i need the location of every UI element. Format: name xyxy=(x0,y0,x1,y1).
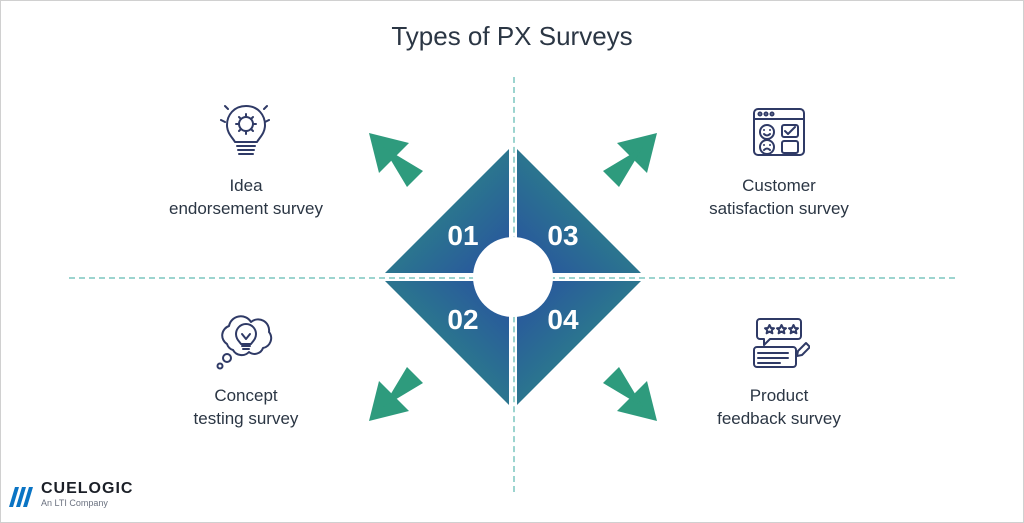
arrow-top-left-icon xyxy=(369,133,423,187)
brand-mark-icon xyxy=(9,483,33,507)
brand-name: CUELOGIC xyxy=(41,481,133,497)
label-line2: satisfaction survey xyxy=(709,199,849,218)
label-line2: endorsement survey xyxy=(169,199,323,218)
feedback-form-icon xyxy=(748,315,810,371)
label-line1: Product xyxy=(750,386,809,405)
brand: CUELOGIC An LTI Company xyxy=(9,481,133,508)
number-01: 01 xyxy=(447,220,478,251)
label-line1: Idea xyxy=(229,176,262,195)
arrow-top-right-icon xyxy=(603,133,657,187)
label-line2: testing survey xyxy=(194,409,299,428)
brand-sub: An LTI Company xyxy=(41,499,133,508)
number-02: 02 xyxy=(447,304,478,335)
label-line2: feedback survey xyxy=(717,409,841,428)
label-line1: Customer xyxy=(742,176,816,195)
gear-bulb-icon xyxy=(219,102,273,164)
frame: Types of PX Surveys Idea endorsement sur… xyxy=(0,0,1024,523)
arrow-bottom-left-icon xyxy=(369,367,423,421)
page-title: Types of PX Surveys xyxy=(1,21,1023,52)
central-diagram: 01 03 02 04 xyxy=(313,77,713,477)
label-line1: Concept xyxy=(214,386,277,405)
number-04: 04 xyxy=(547,304,579,335)
number-03: 03 xyxy=(547,220,578,251)
arrow-bottom-right-icon xyxy=(603,367,657,421)
center-circle xyxy=(473,237,553,317)
thought-bulb-icon xyxy=(213,314,279,372)
csat-window-icon xyxy=(750,105,808,161)
